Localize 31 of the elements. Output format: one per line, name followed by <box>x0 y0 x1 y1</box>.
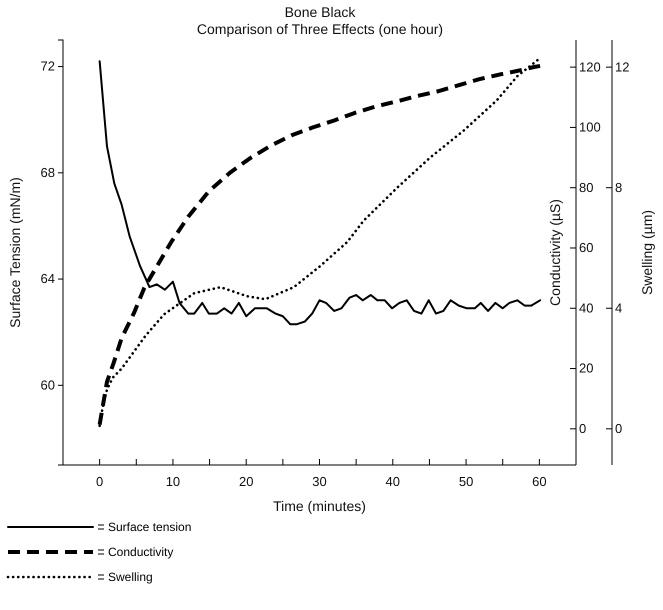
y2-tick-label: 60 <box>579 240 594 256</box>
y2-tick-label: 20 <box>579 360 594 376</box>
y2-tick-label: 80 <box>579 180 594 195</box>
y2-tick-label: 100 <box>579 120 601 135</box>
y3-tick-label: 4 <box>615 300 622 316</box>
x-tick-label: 50 <box>458 474 474 490</box>
y-axis-title: Surface Tension (mN/m) <box>7 177 23 328</box>
chart-title: Bone Black <box>284 4 356 20</box>
y3-tick-label: 0 <box>615 420 622 436</box>
legend-label: Swelling <box>108 570 153 584</box>
x-tick-label: 30 <box>312 474 327 490</box>
y-tick-label: 60 <box>40 377 55 392</box>
y-tick-label: 64 <box>40 271 55 286</box>
y3-axis-title: Swelling (µm) <box>639 210 655 296</box>
x-tick-label: 20 <box>238 474 254 490</box>
x-tick-label: 40 <box>386 474 400 490</box>
y-tick-label: 68 <box>40 164 55 180</box>
x-axis-title: Time (minutes) <box>273 498 366 514</box>
y3-tick-label: 12 <box>615 59 630 74</box>
y3-tick-label: 8 <box>615 180 622 195</box>
legend-label: Surface tension <box>108 520 192 534</box>
y-tick-label: 72 <box>40 58 55 74</box>
legend-label: Conductivity <box>108 545 174 559</box>
x-tick-label: 60 <box>532 474 547 490</box>
y2-tick-label: 40 <box>579 300 594 316</box>
x-tick-label: 10 <box>166 474 180 490</box>
y2-tick-label: 0 <box>579 420 586 436</box>
x-tick-label: 0 <box>96 474 104 490</box>
y2-axis-title: Conductivity (µS) <box>547 199 563 306</box>
y2-tick-label: 120 <box>579 59 601 74</box>
chart-subtitle: Comparison of Three Effects (one hour) <box>196 21 444 37</box>
